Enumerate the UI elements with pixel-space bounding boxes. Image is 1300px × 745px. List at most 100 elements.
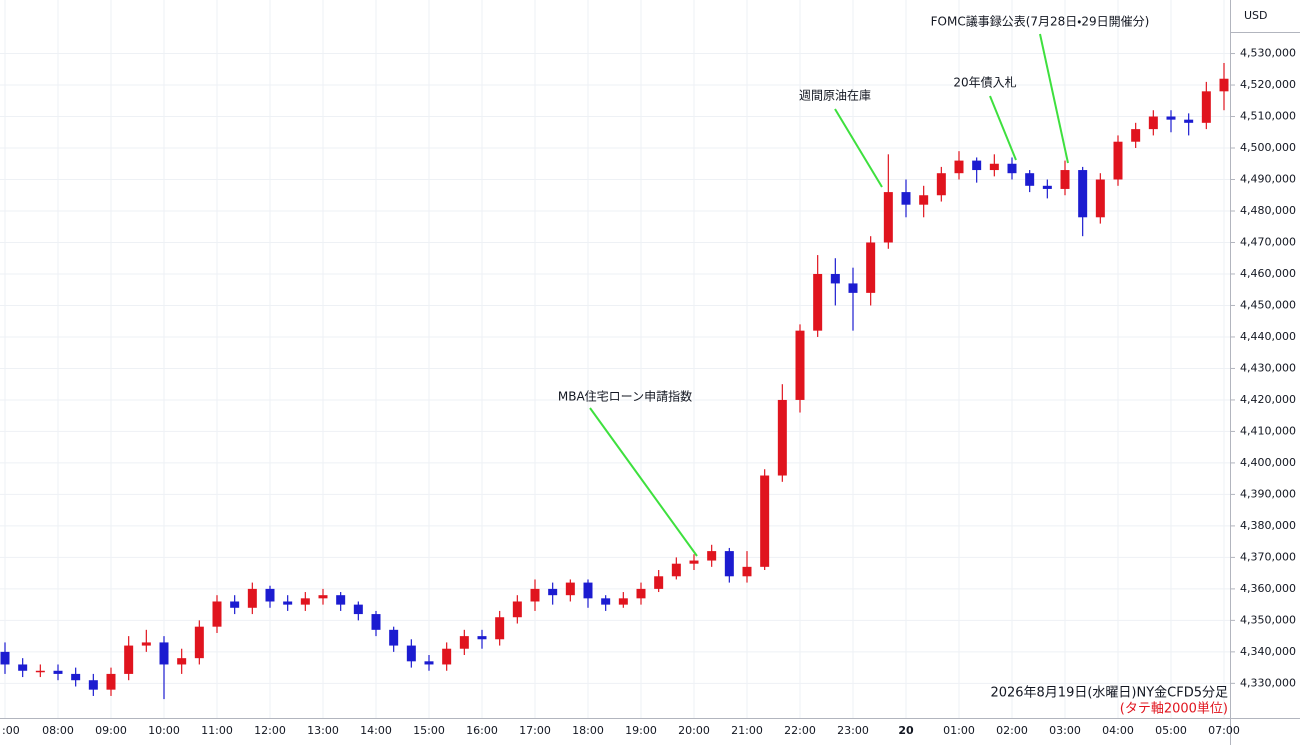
y-tick-label: 4,530,000	[1240, 47, 1296, 60]
y-tick-label: 4,390,000	[1240, 487, 1296, 500]
candle-body	[654, 576, 664, 589]
x-tick-label: 05:00	[1155, 724, 1187, 737]
candle-body	[1219, 78, 1229, 92]
candle-body	[141, 642, 151, 646]
candle-body	[830, 273, 840, 284]
y-tick-label: 4,330,000	[1240, 676, 1296, 689]
candle-body	[689, 560, 699, 564]
y-tick-label: 4,480,000	[1240, 204, 1296, 217]
y-tick-label: 4,470,000	[1240, 235, 1296, 248]
candle-body	[512, 601, 522, 618]
candle-body	[601, 598, 611, 605]
y-tick-label: 4,420,000	[1240, 393, 1296, 406]
y-tick-label: 4,450,000	[1240, 298, 1296, 311]
x-tick-label: 09:00	[95, 724, 127, 737]
candle-body	[1113, 141, 1123, 180]
candle-body	[671, 563, 681, 577]
candle-body	[18, 664, 28, 671]
x-tick-label: 11:00	[201, 724, 233, 737]
y-tick-label: 4,440,000	[1240, 330, 1296, 343]
candle-body	[442, 648, 452, 665]
x-tick-label: 18:00	[572, 724, 604, 737]
annotation-line	[1039, 33, 1069, 164]
x-tick-label: 02:00	[996, 724, 1028, 737]
x-tick-label: 20:00	[678, 724, 710, 737]
candle-body	[742, 566, 752, 577]
x-tick-label: 16:00	[466, 724, 498, 737]
candle-body	[777, 399, 787, 476]
y-tick-label: 4,510,000	[1240, 110, 1296, 123]
x-tick-label: 17:00	[519, 724, 551, 737]
candle-body	[848, 283, 858, 293]
y-tick-label: 4,430,000	[1240, 361, 1296, 374]
annotation-text: FOMC議事録公表(7月28日・29日開催分)	[931, 15, 1150, 29]
candle-body	[0, 651, 10, 665]
annotation-text: 週間原油在庫	[799, 89, 871, 103]
candle-body	[936, 173, 946, 196]
y-tick-label: 4,520,000	[1240, 78, 1296, 91]
currency: USD	[1244, 9, 1268, 22]
footer-note: (タテ軸2000単位)	[1120, 701, 1228, 717]
candle-body	[71, 673, 81, 681]
candle-body	[53, 670, 63, 674]
candle-body	[1025, 173, 1035, 186]
candle-body	[1148, 116, 1158, 130]
candle-body	[389, 629, 399, 646]
candle-body	[212, 601, 222, 627]
y-tick-label: 4,400,000	[1240, 456, 1296, 469]
candle-body	[35, 670, 45, 673]
candle-body	[795, 330, 805, 400]
candle-body	[565, 582, 575, 596]
candle-body	[618, 598, 628, 605]
candle-body	[371, 614, 381, 630]
x-tick-label: 21:00	[731, 724, 763, 737]
x-tick-label: 23:00	[837, 724, 869, 737]
x-tick-label: 03:00	[1049, 724, 1081, 737]
candle-body	[972, 160, 982, 171]
candle-body	[901, 192, 911, 205]
annotation-line	[834, 108, 883, 188]
candle-body	[919, 195, 929, 205]
candle-body	[88, 680, 98, 690]
y-tick-label: 4,490,000	[1240, 173, 1296, 186]
candle-body	[989, 163, 999, 171]
annotation-line	[989, 95, 1017, 161]
candle-body	[477, 636, 487, 640]
y-tick-label: 4,350,000	[1240, 613, 1296, 626]
y-tick-label: 4,410,000	[1240, 424, 1296, 437]
y-tick-label: 4,360,000	[1240, 582, 1296, 595]
footer: 2026年8月19日(水曜日)NY金CFD5分足	[990, 686, 1228, 701]
candle-body	[866, 242, 876, 293]
candle-body	[530, 588, 540, 602]
candle-body	[124, 645, 134, 674]
candle-body	[1007, 163, 1017, 174]
x-tick-label: 22:00	[784, 724, 816, 737]
candle-body	[159, 642, 169, 665]
candle-body	[1042, 185, 1052, 189]
candle-body	[583, 582, 593, 599]
candle-body	[300, 598, 310, 605]
candle-body	[1078, 170, 1088, 218]
candle-body	[813, 273, 823, 331]
candle-body	[548, 588, 558, 596]
candle-body	[1201, 91, 1211, 123]
candle-body	[1060, 170, 1070, 189]
candle-body	[724, 551, 734, 577]
x-tick-label: 20	[898, 724, 914, 737]
candle-body	[1095, 179, 1105, 218]
candle-body	[636, 588, 646, 599]
candle-body	[406, 645, 416, 662]
candle-body	[760, 475, 770, 567]
candle-body	[495, 617, 505, 640]
y-tick-label: 4,370,000	[1240, 550, 1296, 563]
x-tick-label: :00	[2, 724, 20, 737]
x-tick-label: 19:00	[625, 724, 657, 737]
x-tick-label: 01:00	[943, 724, 975, 737]
candle-body	[247, 588, 257, 608]
annotation-text: 20年債入札	[953, 75, 1016, 90]
y-tick-label: 4,500,000	[1240, 141, 1296, 154]
candle-body	[1184, 119, 1194, 123]
x-tick-label: 12:00	[254, 724, 286, 737]
